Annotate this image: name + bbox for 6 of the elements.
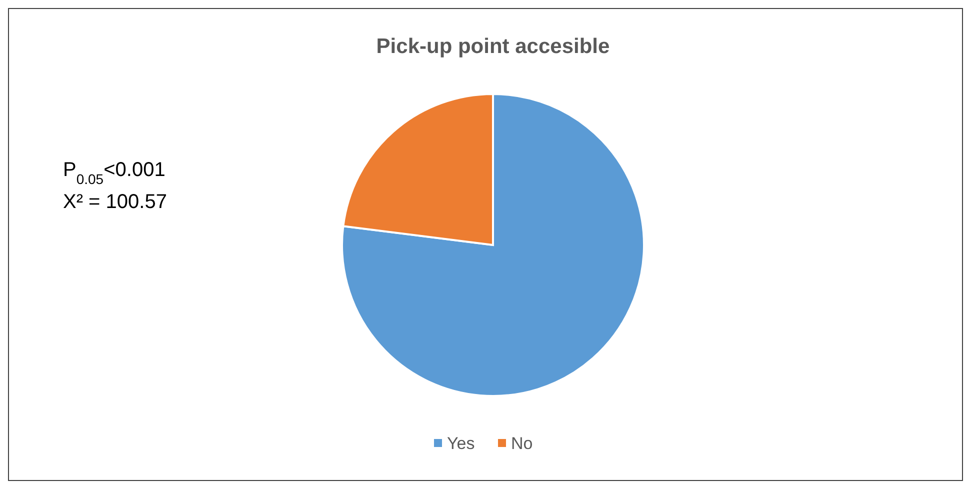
pie-slice bbox=[341, 93, 645, 397]
chart-title: Pick-up point accesible bbox=[376, 35, 610, 58]
legend-label: No bbox=[511, 434, 533, 453]
legend-label: Yes bbox=[447, 434, 475, 453]
text: X² = 100.57 bbox=[63, 191, 167, 213]
text: P$_{0.05}$<0.001 bbox=[63, 159, 166, 187]
